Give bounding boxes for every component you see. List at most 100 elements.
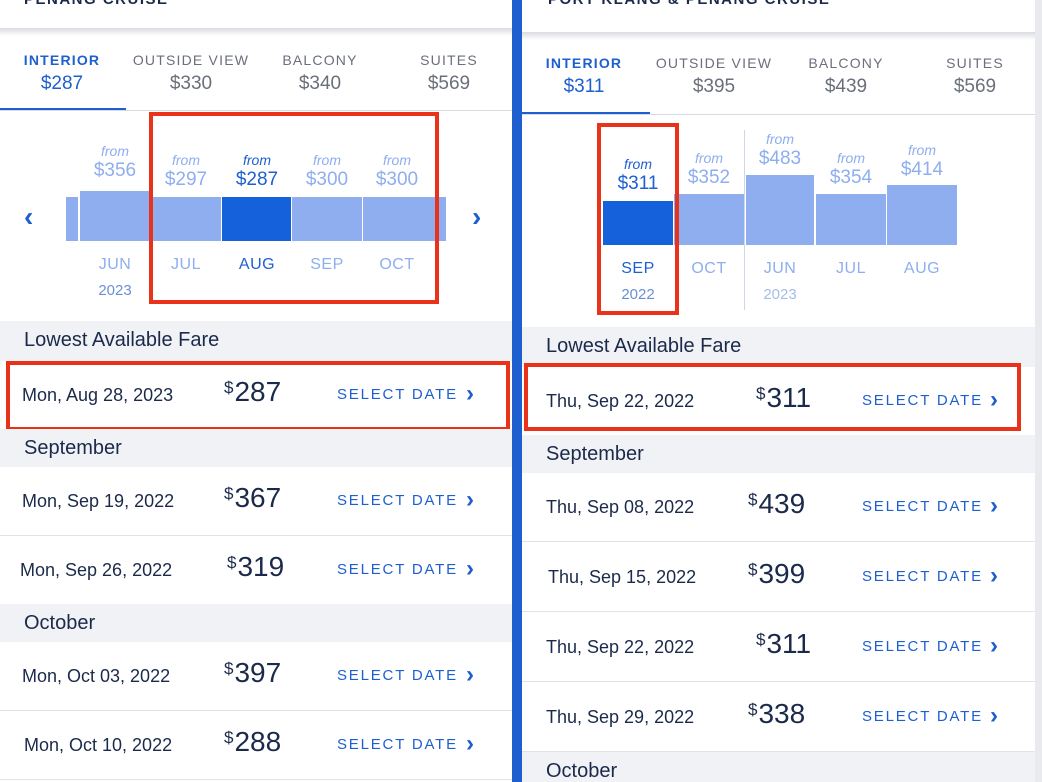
row-price: $319 [227, 551, 285, 582]
section-title: September [546, 443, 644, 465]
edge-sliver [1035, 0, 1042, 782]
select-date-button[interactable]: SELECT DATE [337, 561, 458, 578]
tab-label: SUITES [946, 55, 1004, 71]
from-price: $297 [164, 169, 208, 190]
tab-outside-view[interactable]: OUTSIDE VIEW $395 [650, 55, 778, 98]
tab-label: SUITES [420, 52, 478, 68]
tab-rule [522, 114, 1042, 115]
section-title: October [546, 760, 618, 782]
section-header-october: October [0, 604, 512, 644]
fare-row[interactable]: Mon, Sep 26, 2022 $319 SELECT DATE › [0, 536, 512, 605]
section-header-september: September [0, 429, 512, 469]
row-date: Thu, Sep 22, 2022 [546, 637, 695, 657]
tab-label: INTERIOR [23, 52, 101, 68]
from-price: $483 [758, 148, 802, 169]
row-date: Thu, Sep 15, 2022 [548, 567, 697, 587]
price-bar[interactable] [746, 175, 814, 245]
row-price: $287 [224, 376, 282, 407]
fare-row[interactable]: Mon, Oct 10, 2022 $288 SELECT DATE › [0, 711, 512, 780]
panel-divider [512, 0, 522, 782]
tab-price: $569 [427, 73, 471, 94]
from-price-label: from $352 [674, 150, 744, 189]
header-shadow [0, 28, 512, 36]
month-label: JUN [98, 256, 132, 273]
from-word: from [101, 143, 129, 159]
price-bar[interactable] [292, 197, 362, 241]
from-price-label: from $297 [151, 152, 221, 191]
chevron-right-icon[interactable]: › [466, 730, 474, 757]
tab-balcony[interactable]: BALCONY $439 [794, 55, 898, 98]
month-label: AUG [903, 260, 941, 277]
year-label: 2023 [763, 286, 797, 303]
fare-row[interactable]: Thu, Sep 22, 2022 $311 SELECT DATE › [522, 613, 1042, 682]
tab-suites[interactable]: SUITES $569 [940, 55, 1010, 98]
fare-row[interactable]: Mon, Sep 19, 2022 $367 SELECT DATE › [0, 467, 512, 536]
chevron-right-icon[interactable]: › [990, 632, 998, 659]
row-date: Mon, Sep 26, 2022 [20, 560, 173, 580]
section-header-october: October [522, 752, 1042, 782]
chevron-right-icon[interactable]: › [472, 201, 482, 232]
price-bar[interactable] [363, 197, 432, 241]
price-bar[interactable] [816, 194, 886, 245]
tab-label: OUTSIDE VIEW [132, 52, 250, 68]
tab-outside-view[interactable]: OUTSIDE VIEW $330 [128, 52, 254, 95]
from-word: from [624, 156, 652, 172]
select-date-button[interactable]: SELECT DATE [862, 392, 983, 409]
tab-interior[interactable]: INTERIOR $287 [14, 52, 110, 95]
tab-rule [0, 110, 512, 111]
from-price: $311 [617, 173, 659, 194]
active-tab-underline [0, 108, 126, 111]
row-price: $399 [748, 558, 806, 589]
row-date: Mon, Oct 10, 2022 [24, 735, 173, 755]
price-bar-selected[interactable] [222, 197, 291, 241]
tab-label: OUTSIDE VIEW [655, 55, 773, 71]
fare-row[interactable]: Mon, Oct 03, 2022 $397 SELECT DATE › [0, 642, 512, 711]
price-bar[interactable] [80, 191, 150, 241]
price-bar-selected[interactable] [603, 201, 673, 245]
select-date-button[interactable]: SELECT DATE [862, 498, 983, 515]
fare-row[interactable]: Thu, Sep 29, 2022 $338 SELECT DATE › [522, 683, 1042, 752]
lowest-fare-row[interactable]: Mon, Aug 28, 2023 $287 SELECT DATE › [0, 361, 512, 430]
bar-next-partial [432, 197, 446, 241]
row-price: $288 [224, 726, 282, 757]
section-header-september: September [522, 435, 1042, 475]
select-date-button[interactable]: SELECT DATE [862, 568, 983, 585]
chevron-right-icon[interactable]: › [466, 661, 474, 688]
tab-interior[interactable]: INTERIOR $311 [536, 55, 632, 98]
chevron-right-icon[interactable]: › [990, 386, 998, 413]
row-date: Thu, Sep 29, 2022 [546, 707, 695, 727]
chevron-right-icon[interactable]: › [990, 492, 998, 519]
chevron-right-icon[interactable]: › [466, 486, 474, 513]
year-label: 2023 [98, 282, 132, 299]
tab-suites[interactable]: SUITES $569 [408, 52, 490, 95]
tab-balcony[interactable]: BALCONY $340 [270, 52, 370, 95]
section-title: Lowest Available Fare [24, 329, 220, 351]
month-label: OCT [379, 256, 415, 273]
chevron-left-icon[interactable]: ‹ [24, 201, 34, 232]
from-price: $300 [375, 169, 419, 190]
fare-row[interactable]: Thu, Sep 08, 2022 $439 SELECT DATE › [522, 473, 1042, 542]
tab-label: BALCONY [282, 52, 358, 68]
select-date-button[interactable]: SELECT DATE [337, 492, 458, 509]
cruise-title: PORT KLANG & PENANG CRUISE [548, 0, 830, 8]
price-bar[interactable] [887, 185, 957, 245]
tab-price: $395 [692, 76, 736, 97]
row-price: $311 [756, 628, 812, 659]
row-price: $439 [748, 488, 806, 519]
chevron-right-icon[interactable]: › [990, 702, 998, 729]
fare-row[interactable]: Thu, Sep 15, 2022 $399 SELECT DATE › [522, 543, 1042, 612]
from-word: from [837, 150, 865, 166]
select-date-button[interactable]: SELECT DATE [862, 638, 983, 655]
select-date-button[interactable]: SELECT DATE [337, 386, 458, 403]
price-bar[interactable] [674, 194, 744, 245]
right-cruise-panel: PORT KLANG & PENANG CRUISE INTERIOR $311… [522, 0, 1042, 782]
chevron-right-icon[interactable]: › [466, 555, 474, 582]
price-bar[interactable] [151, 197, 221, 241]
select-date-button[interactable]: SELECT DATE [337, 667, 458, 684]
lowest-fare-row[interactable]: Thu, Sep 22, 2022 $311 SELECT DATE › [522, 367, 1042, 436]
chevron-right-icon[interactable]: › [990, 562, 998, 589]
select-date-button[interactable]: SELECT DATE [862, 708, 983, 725]
from-price-label: from $300 [362, 152, 432, 191]
chevron-right-icon[interactable]: › [466, 380, 474, 407]
select-date-button[interactable]: SELECT DATE [337, 736, 458, 753]
